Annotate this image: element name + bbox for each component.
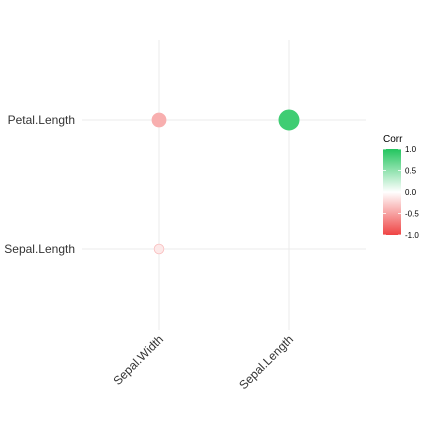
grid [82,40,366,330]
legend-ticks: 1.0 0.5 0.0 -0.5 -1.0 [383,145,419,240]
y-tick-label-sepal-length: Sepal.Length [4,242,75,256]
legend-tick-label: -0.5 [405,210,419,219]
legend-colorbar [383,149,401,235]
legend: Corr 1.0 0.5 0.0 -0.5 -1.0 [383,134,419,240]
y-axis-ticks: Sepal.Length Petal.Length [4,113,75,256]
point-sepal-width-vs-sepal-length [153,243,165,255]
correlation-points [151,109,300,255]
legend-tick-label: 1.0 [405,145,417,154]
x-tick-label-sepal-width: Sepal.Width [110,332,166,388]
y-tick-label-petal-length: Petal.Length [8,113,75,127]
x-tick-label-sepal-length: Sepal.Length [236,332,296,392]
point-sepal-length-vs-petal-length [278,109,300,131]
legend-title: Corr [383,134,403,145]
legend-tick-label: 0.0 [405,188,417,197]
legend-tick-label: -1.0 [405,231,419,240]
point-sepal-width-vs-petal-length [151,112,167,128]
x-axis-ticks: Sepal.Width Sepal.Length [110,332,296,392]
legend-tick-label: 0.5 [405,167,417,176]
